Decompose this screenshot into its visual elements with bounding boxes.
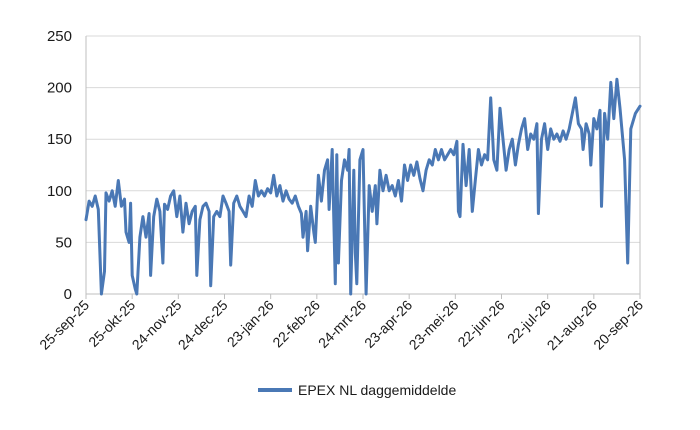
x-tick-label: 24-mrt-26 <box>315 297 369 351</box>
series-line-0 <box>84 77 642 296</box>
y-tick-label: 100 <box>47 183 72 200</box>
x-tick-label: 22-jun-26 <box>454 297 507 350</box>
x-tick-label: 23-jan-26 <box>224 297 277 350</box>
x-tick-label: 24-dec-25 <box>175 297 231 353</box>
series-layer <box>84 77 642 296</box>
y-axis: 0 50 100 150 200 250 <box>47 28 72 303</box>
x-axis: 25-sep-2525-okt-2524-nov-2524-dec-2523-j… <box>36 294 646 353</box>
x-tick-label: 23-mei-26 <box>406 297 462 353</box>
x-tick-label: 20-sep-26 <box>590 297 646 353</box>
x-tick-label: 22-feb-26 <box>269 297 323 351</box>
y-tick-label: 150 <box>47 131 72 148</box>
y-tick-label: 200 <box>47 80 72 97</box>
y-tick-label: 0 <box>64 286 72 303</box>
x-tick-label: 25-sep-25 <box>36 297 92 353</box>
legend-label: EPEX NL daggemiddelde <box>298 382 456 398</box>
legend: EPEX NL daggemiddelde <box>258 382 456 398</box>
y-tick-label: 50 <box>55 234 72 251</box>
y-tick-label: 250 <box>47 28 72 45</box>
x-tick-label: 24-nov-25 <box>129 297 185 353</box>
x-tick-label: 21-aug-26 <box>544 297 601 354</box>
